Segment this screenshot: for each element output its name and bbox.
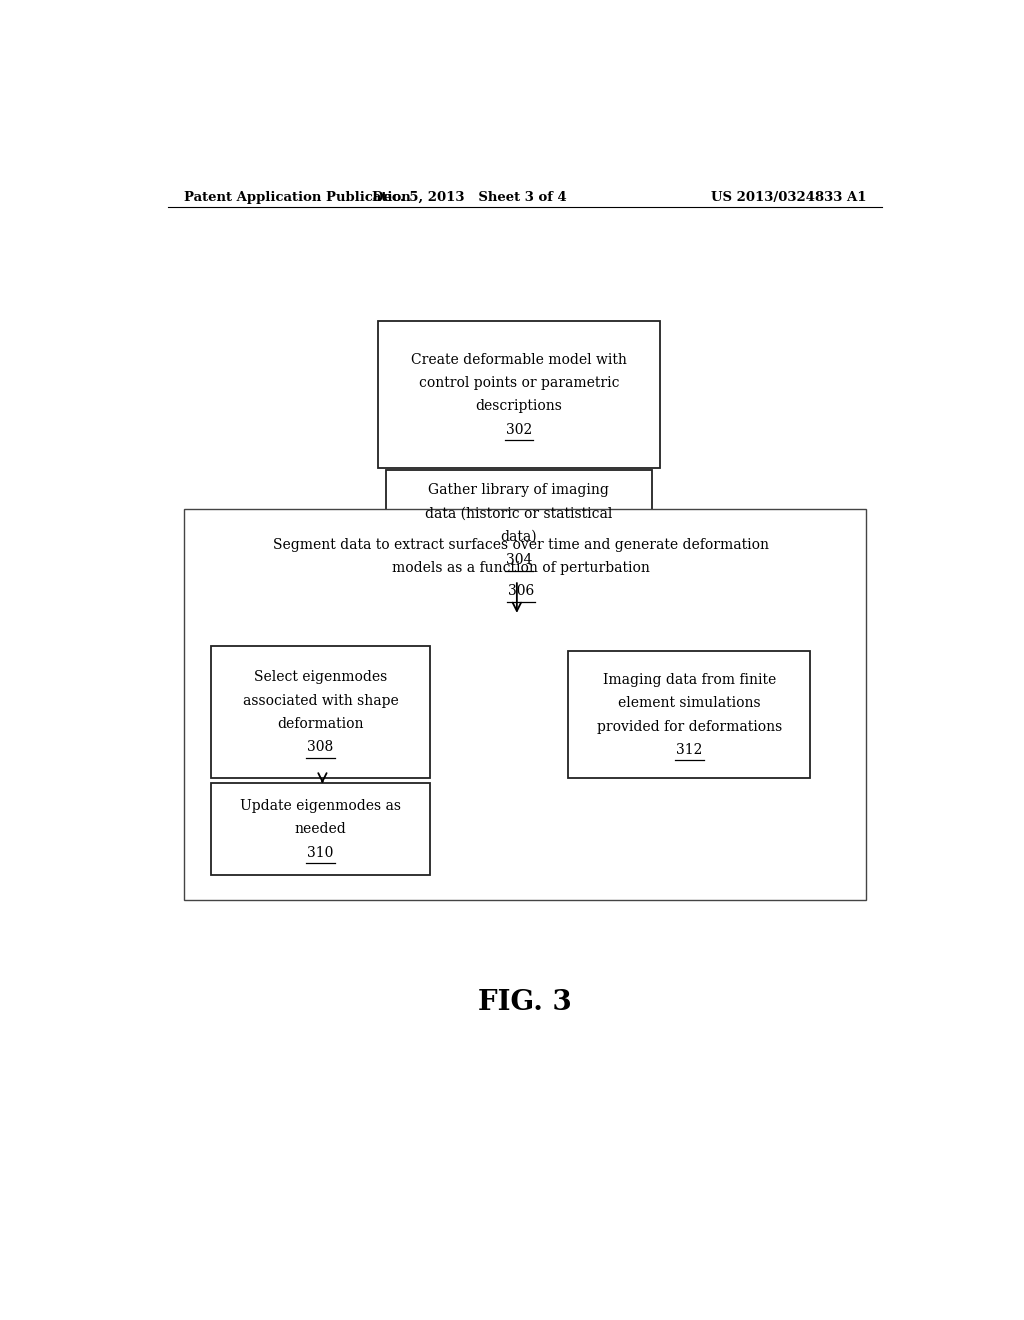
Text: 304: 304 [506, 553, 532, 568]
Text: 310: 310 [307, 846, 334, 859]
Text: element simulations: element simulations [618, 696, 761, 710]
Text: Create deformable model with: Create deformable model with [411, 352, 627, 367]
Text: US 2013/0324833 A1: US 2013/0324833 A1 [711, 190, 866, 203]
Bar [378, 321, 659, 469]
Text: Dec. 5, 2013   Sheet 3 of 4: Dec. 5, 2013 Sheet 3 of 4 [372, 190, 566, 203]
Bar [386, 470, 652, 581]
Text: Imaging data from finite: Imaging data from finite [603, 673, 776, 686]
Text: Select eigenmodes: Select eigenmodes [254, 671, 387, 684]
Text: FIG. 3: FIG. 3 [478, 989, 571, 1015]
Text: 312: 312 [676, 743, 702, 756]
Text: needed: needed [295, 822, 346, 837]
Text: data (historic or statistical: data (historic or statistical [425, 507, 612, 520]
Text: deformation: deformation [278, 717, 364, 731]
Text: provided for deformations: provided for deformations [597, 719, 782, 734]
Text: 308: 308 [307, 741, 334, 755]
Bar [568, 651, 811, 779]
Text: Gather library of imaging: Gather library of imaging [428, 483, 609, 498]
Text: 302: 302 [506, 422, 532, 437]
Text: models as a function of perturbation: models as a function of perturbation [392, 561, 650, 576]
Text: Patent Application Publication: Patent Application Publication [183, 190, 411, 203]
Text: control points or parametric: control points or parametric [419, 376, 620, 389]
Bar [211, 647, 430, 779]
Bar [183, 510, 866, 900]
Text: Segment data to extract surfaces over time and generate deformation: Segment data to extract surfaces over ti… [272, 537, 769, 552]
Text: data): data) [501, 531, 538, 544]
Text: Update eigenmodes as: Update eigenmodes as [240, 799, 401, 813]
Bar [211, 784, 430, 875]
Text: descriptions: descriptions [475, 400, 562, 413]
Text: associated with shape: associated with shape [243, 693, 398, 708]
Text: 306: 306 [508, 585, 534, 598]
